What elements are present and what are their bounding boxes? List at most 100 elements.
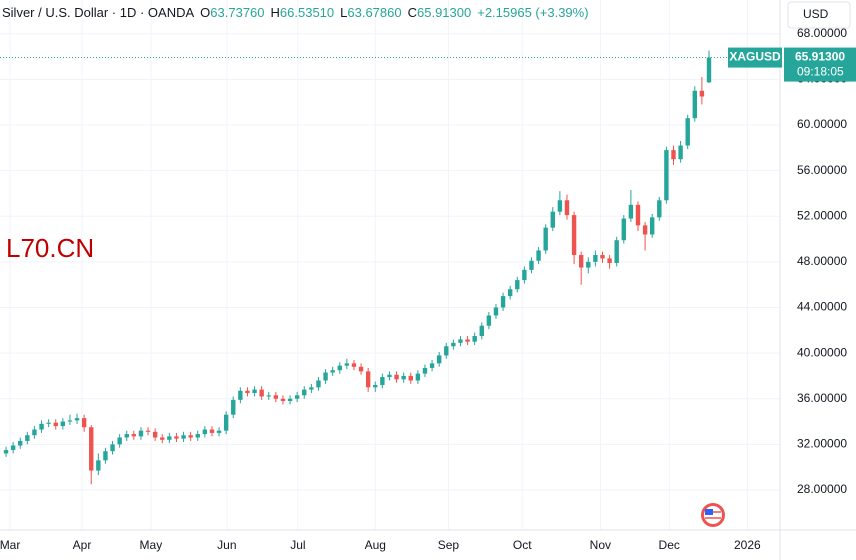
symbol-label: XAGUSD [729, 50, 781, 64]
candle-body [10, 445, 16, 451]
ohlc-value: 63.67860 [347, 5, 401, 20]
candle-body [160, 437, 165, 440]
candle-body [628, 204, 634, 219]
candle-body [479, 325, 484, 336]
candle-body [302, 389, 307, 396]
candle-body [238, 390, 243, 400]
candle-body [287, 398, 293, 402]
x-tick-label: Jun [217, 538, 236, 552]
y-tick-label: 44.00000 [797, 300, 847, 314]
candle-body [586, 261, 591, 268]
y-tick-label: 68.00000 [797, 26, 847, 40]
ohlc-label: O [200, 5, 210, 20]
candle-body [323, 372, 328, 381]
price-label: 65.91300 [795, 50, 845, 64]
candle-body [564, 200, 570, 216]
candle-body [429, 363, 435, 368]
candle-body [706, 57, 712, 83]
candle-body [344, 363, 350, 366]
candle-body [465, 339, 470, 342]
candle-body [145, 430, 151, 432]
candle-body [436, 355, 442, 364]
ohlc-value: 65.91300 [417, 5, 471, 20]
candle-body [678, 145, 683, 160]
candle-body [152, 431, 158, 438]
price-tag [784, 47, 856, 82]
x-tick-label: Jul [290, 538, 305, 552]
x-tick-label: Mar [0, 538, 20, 552]
candle-body [472, 335, 477, 342]
candle-body [543, 227, 548, 251]
y-tick-label: 36.00000 [797, 391, 847, 405]
currency: USD [803, 7, 829, 21]
candle-body [486, 315, 492, 326]
candle-body [124, 434, 129, 438]
currency-box[interactable] [787, 1, 851, 29]
candle-body [181, 435, 186, 439]
candle-body [81, 418, 87, 428]
y-tick-label: 56.00000 [797, 163, 847, 177]
y-tick-label: 60.00000 [797, 117, 847, 131]
candle-body [223, 414, 229, 431]
candle-body [53, 422, 58, 427]
candle-body [259, 389, 264, 397]
candle-body [387, 374, 392, 378]
candle-body [252, 389, 257, 394]
candle-body [515, 280, 520, 290]
ohlc-label: C [408, 5, 417, 20]
candle-body [649, 217, 655, 235]
candle-body [380, 377, 385, 386]
change: +2.15965 (+3.39%) [477, 5, 588, 20]
candle-body [131, 434, 137, 437]
candle-body [32, 429, 37, 436]
candle-body [46, 422, 51, 424]
candle-body [536, 250, 541, 261]
candle-body [231, 399, 236, 415]
candle-body [294, 395, 300, 399]
x-tick-label: Sep [438, 538, 460, 552]
candle-body [664, 150, 669, 201]
candle-body [635, 204, 641, 226]
candle-body [209, 429, 215, 433]
candle-body [167, 436, 172, 440]
symbol-tag [728, 47, 782, 68]
x-tick-label: 2026 [734, 538, 761, 552]
candle-body [74, 418, 80, 421]
candle-body [614, 240, 619, 264]
candle-body [685, 118, 690, 146]
candle-body [401, 375, 406, 380]
candle-body [110, 444, 115, 452]
legend-header: Silver / U.S. Dollar · 1D · OANDA O63.737… [2, 5, 589, 20]
candle-body [529, 260, 534, 270]
candle-body [522, 269, 527, 281]
candle-body [408, 375, 413, 381]
candle-body [89, 427, 94, 471]
candle-body [188, 435, 193, 438]
watermark: L70.CN [6, 233, 94, 263]
candle-body [18, 440, 23, 446]
candle-body [600, 255, 605, 259]
title: Silver / U.S. Dollar · 1D · OANDA [2, 5, 194, 20]
candle-body [444, 346, 449, 356]
candle-body [699, 90, 705, 97]
candle-body [337, 365, 342, 371]
candle-body [493, 307, 499, 316]
candle-body [67, 420, 73, 422]
countdown-label: 09:18:05 [797, 65, 844, 79]
candle-body [451, 342, 456, 347]
candle-body [266, 395, 271, 397]
candle-body [25, 435, 30, 441]
x-tick-label: Dec [659, 538, 680, 552]
candle-body [571, 215, 577, 256]
candle-body [415, 373, 421, 381]
y-tick-label: 48.00000 [797, 254, 847, 268]
candle-body [138, 430, 144, 437]
candle-body [330, 370, 335, 373]
candle-body [351, 363, 357, 367]
x-tick-label: Nov [590, 538, 611, 552]
candle-body [394, 374, 399, 380]
y-tick-label: 52.00000 [797, 208, 847, 222]
candle-body [593, 255, 598, 262]
